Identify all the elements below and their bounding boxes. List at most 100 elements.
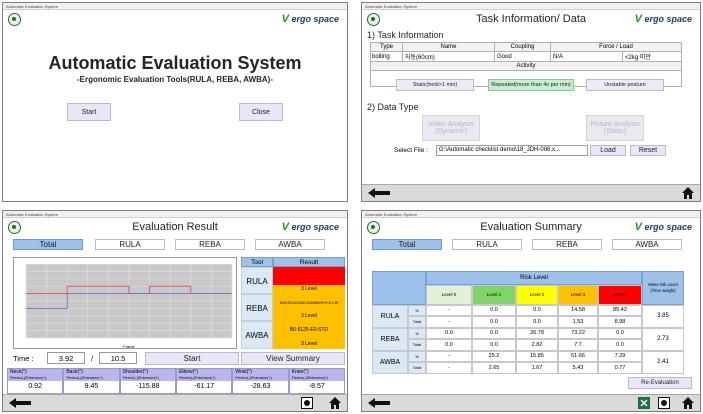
- section-data-type: 2) Data Type: [367, 102, 419, 112]
- joint-value: -8.57: [308, 383, 325, 390]
- force-select[interactable]: N/A: [550, 51, 623, 62]
- start-window: Automatic Evaluation System V ergo space…: [2, 2, 348, 202]
- joint-subtitle: Flexion(-)/Extension(+): [235, 376, 272, 380]
- joint-column: Shoulder(°) Flexion(-)/Extension(+) -115.8…: [119, 368, 176, 394]
- home-icon[interactable]: [682, 397, 694, 409]
- tool-reba: REBA: [241, 294, 273, 321]
- total-value: 2.82: [516, 339, 558, 351]
- logo-v-mark: V: [281, 13, 289, 25]
- tab-reba[interactable]: REBA: [175, 239, 245, 250]
- awba-result-code: B0-5125-E0-STD: [273, 321, 345, 339]
- total-value: 0.0: [598, 339, 642, 351]
- total-value: 2.65: [472, 362, 516, 374]
- joint-subtitle: Flexion(-)/Extension(+): [179, 376, 216, 380]
- app-logo-icon: [367, 13, 380, 26]
- re-evaluation-button[interactable]: Re-Evaluation: [628, 377, 692, 389]
- load-button[interactable]: Load: [590, 145, 626, 156]
- window-titlebar: Automatic Evaluation System: [362, 3, 700, 10]
- video-analysis-button[interactable]: Video Analysis (Dynamic): [422, 115, 480, 141]
- joint-header: Elbow(°) Flexion(-)/Extension(+): [177, 369, 232, 381]
- joint-name: Elbow(°): [179, 369, 198, 375]
- joint-header: Back(°) Flexion(-)/Extension(+): [64, 369, 119, 381]
- tab-total[interactable]: Total: [372, 239, 442, 250]
- tab-rula[interactable]: RULA: [95, 239, 165, 250]
- activity-unstable-button[interactable]: Unstable posture: [586, 79, 664, 91]
- tab-total[interactable]: Total: [13, 239, 83, 250]
- type-cell[interactable]: bolting: [370, 51, 403, 62]
- logo-v-mark: V: [634, 221, 642, 233]
- pct-value: 25.2: [472, 351, 516, 362]
- back-arrow-icon[interactable]: [368, 188, 390, 198]
- joint-name: Wrist(°): [235, 369, 252, 375]
- x-axis-label: Frame: [123, 344, 135, 349]
- app-subtitle: -Ergonomic Evaluation Tools(RULA, REBA, …: [77, 75, 273, 84]
- pct-value: 0.0: [516, 305, 558, 316]
- awba-level: 3 Level: [273, 339, 345, 349]
- header-type: Type: [370, 42, 403, 52]
- coupling-select[interactable]: Good: [494, 51, 551, 62]
- joint-column: Knee(°) Flexion(-)/Extension(+) -8.57: [288, 368, 345, 394]
- task-info-window: Automatic Evaluation System V ergo space…: [361, 2, 701, 202]
- pct-value: 26.78: [516, 328, 558, 339]
- time-current-field[interactable]: 3.92: [47, 352, 85, 364]
- series-line: [26, 293, 232, 309]
- pct-value: -: [426, 351, 472, 362]
- select-file-label: Select File :: [394, 147, 428, 154]
- tool-awba: AWBA: [241, 321, 273, 349]
- total-value: -: [426, 316, 472, 328]
- header-force-load: Force / Load: [550, 42, 682, 52]
- rula-result-bar: [273, 267, 345, 285]
- page-title: Evaluation Result: [132, 221, 218, 233]
- activity-repeated-button[interactable]: Repeated(more than 4x per min): [488, 79, 574, 91]
- start-button[interactable]: Start: [67, 103, 111, 121]
- excel-export-icon[interactable]: [638, 397, 650, 409]
- file-path-input[interactable]: G:\Automatic checklist demo\18_JDH-006.x…: [436, 145, 588, 156]
- joint-value: -28.63: [250, 383, 271, 390]
- mean-risk-header: Mean risk Level (Time weight): [642, 271, 684, 305]
- reset-button[interactable]: Reset: [630, 145, 666, 156]
- joint-column: Neck(°) Flexion(-)/Extension(+) 0.92: [7, 368, 64, 394]
- pct-value: 85.42: [598, 305, 642, 316]
- tab-awba[interactable]: AWBA: [612, 239, 682, 250]
- summary-tool: REBA: [372, 328, 408, 351]
- header-coupling: Coupling: [494, 42, 551, 52]
- home-icon[interactable]: [329, 397, 341, 409]
- total-value: 8.98: [598, 316, 642, 328]
- load-select[interactable]: <2kg 미만: [622, 51, 682, 62]
- total-value: 0.0: [472, 339, 516, 351]
- pct-value: 51.66: [558, 351, 598, 362]
- capture-icon[interactable]: [301, 397, 313, 409]
- home-icon[interactable]: [682, 187, 694, 199]
- joint-header: Wrist(°) Flexion(-)/Extension(+): [233, 369, 288, 381]
- joint-column: Back(°) Flexion(-)/Extension(+) 9.45: [63, 368, 120, 394]
- tab-awba[interactable]: AWBA: [255, 239, 325, 250]
- tab-rula[interactable]: RULA: [452, 239, 522, 250]
- total-value: 5.43: [558, 362, 598, 374]
- pct-value: 73.22: [558, 328, 598, 339]
- tab-reba[interactable]: REBA: [532, 239, 602, 250]
- level-header: Level 2: [516, 285, 558, 305]
- joint-subtitle: Flexion(-)/Extension(+): [10, 376, 47, 380]
- activity-static-button[interactable]: Static(held>1 min): [396, 79, 474, 91]
- back-arrow-icon[interactable]: [368, 398, 390, 408]
- total-value: 1.53: [558, 316, 598, 328]
- start-playback-button[interactable]: Start: [145, 352, 239, 365]
- joint-value: 0.92: [28, 383, 42, 390]
- mean-risk-value: 2.73: [642, 328, 684, 351]
- bottom-bar: [362, 394, 700, 411]
- pct-label: %: [408, 328, 426, 339]
- name-cell[interactable]: 자동(60cm): [402, 51, 495, 62]
- bottom-bar: [362, 184, 700, 201]
- back-arrow-icon[interactable]: [9, 398, 31, 408]
- tool-result-table: Tool Result RULA 3 Level REBA B2M.0E1A14…: [241, 257, 345, 349]
- total-value: 0.0: [516, 316, 558, 328]
- capture-icon[interactable]: [658, 397, 670, 409]
- close-button[interactable]: Close: [239, 103, 283, 121]
- view-summary-button[interactable]: View Summary: [241, 352, 345, 365]
- time-total-field[interactable]: 10.5: [99, 352, 137, 364]
- pct-value: 0.0: [598, 328, 642, 339]
- pct-value: 7.29: [598, 351, 642, 362]
- picture-analysis-button[interactable]: Picture Analysis (Static): [586, 115, 644, 141]
- total-label: Total: [408, 339, 426, 351]
- ergo-space-logo: V ergo space: [281, 13, 339, 25]
